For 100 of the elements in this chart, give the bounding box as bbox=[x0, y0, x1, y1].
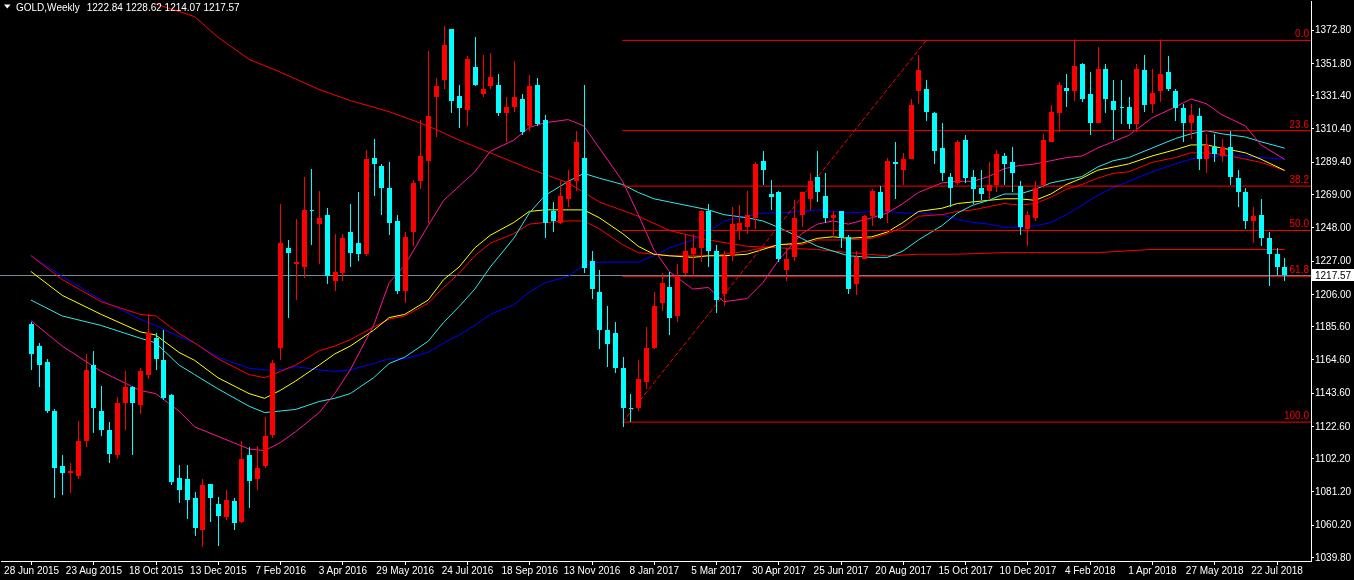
candlestick bbox=[878, 185, 883, 220]
candlestick bbox=[1080, 62, 1085, 103]
candlestick bbox=[60, 454, 65, 496]
candlestick bbox=[224, 489, 229, 521]
candlestick bbox=[457, 84, 462, 129]
x-tick-label: 10 Dec 2017 bbox=[999, 565, 1057, 577]
candlestick bbox=[706, 203, 711, 268]
x-tick-label: 18 Sep 2016 bbox=[501, 565, 559, 577]
candlestick bbox=[123, 370, 128, 431]
candlestick bbox=[294, 218, 299, 301]
candlestick bbox=[566, 169, 571, 208]
y-tick-label: 1185.60 bbox=[1315, 320, 1351, 332]
candlestick bbox=[449, 28, 454, 114]
x-tick-label: 15 Oct 2017 bbox=[938, 565, 994, 577]
candlestick bbox=[169, 393, 174, 486]
x-tick-label: 7 Feb 2016 bbox=[255, 565, 307, 577]
candlestick bbox=[340, 233, 345, 282]
candlestick bbox=[348, 203, 353, 268]
candlestick bbox=[979, 169, 984, 201]
candlestick bbox=[247, 446, 252, 509]
y-tick-label: 1289.40 bbox=[1315, 156, 1352, 168]
candlestick bbox=[1064, 73, 1069, 108]
candlestick bbox=[84, 353, 89, 448]
candlestick bbox=[356, 191, 361, 262]
x-tick-label: 20 Aug 2017 bbox=[875, 565, 932, 577]
candlestick bbox=[574, 130, 579, 192]
candlestick bbox=[714, 244, 719, 314]
candlestick bbox=[387, 161, 392, 236]
candlestick bbox=[582, 84, 587, 274]
candlestick bbox=[232, 497, 237, 531]
candlestick bbox=[496, 73, 501, 117]
annotation: 61.8 bbox=[1289, 264, 1310, 276]
candlestick bbox=[1096, 46, 1101, 124]
candlestick bbox=[924, 79, 929, 122]
candlestick bbox=[963, 134, 968, 184]
x-tick-label: 25 Jun 2017 bbox=[813, 565, 870, 577]
candlestick bbox=[1275, 247, 1280, 276]
y-tick-label: 1206.00 bbox=[1315, 288, 1352, 300]
candlestick bbox=[1282, 257, 1287, 282]
x-tick-label: 29 May 2016 bbox=[376, 565, 435, 577]
candlestick bbox=[488, 52, 493, 90]
y-tick-label: 1102.20 bbox=[1315, 452, 1351, 464]
candlestick bbox=[208, 483, 213, 523]
x-tick-label: 3 Apr 2016 bbox=[318, 565, 368, 577]
candlestick bbox=[107, 421, 112, 464]
candlestick bbox=[535, 77, 540, 127]
candlestick bbox=[1212, 133, 1217, 163]
candlestick bbox=[1166, 55, 1171, 92]
candlestick bbox=[761, 150, 766, 186]
candlestick bbox=[520, 93, 525, 136]
candlestick bbox=[317, 190, 322, 265]
candlestick bbox=[52, 408, 57, 499]
y-tick-label: 1122.60 bbox=[1315, 420, 1351, 432]
candlestick bbox=[364, 149, 369, 257]
candlestick bbox=[613, 321, 618, 374]
y-tick-label: 1372.80 bbox=[1315, 24, 1352, 36]
candlestick bbox=[823, 172, 828, 224]
candlestick bbox=[1127, 96, 1132, 130]
y-tick-label: 1060.20 bbox=[1315, 519, 1352, 531]
candlestick bbox=[130, 385, 135, 456]
candlestick bbox=[309, 168, 314, 246]
annotation: 23.6 bbox=[1289, 118, 1310, 130]
candlestick bbox=[1228, 130, 1233, 186]
candlestick bbox=[161, 329, 166, 401]
y-tick-label: 1248.00 bbox=[1315, 221, 1352, 233]
x-tick-label: 5 Mar 2017 bbox=[691, 565, 743, 577]
candlestick bbox=[893, 141, 898, 200]
candlestick bbox=[379, 163, 384, 216]
x-tick-label: 4 Feb 2018 bbox=[1064, 565, 1116, 577]
candlestick bbox=[644, 326, 649, 390]
x-tick-label: 28 Jun 2015 bbox=[4, 565, 60, 577]
candlestick bbox=[333, 233, 338, 292]
candlestick bbox=[193, 491, 198, 537]
candlestick bbox=[932, 111, 937, 165]
candlestick bbox=[418, 119, 423, 190]
candlestick bbox=[200, 478, 205, 548]
candlestick bbox=[1259, 198, 1264, 247]
annotation: 0.0 bbox=[1295, 28, 1310, 40]
candlestick bbox=[916, 54, 921, 105]
candlestick bbox=[1142, 54, 1147, 113]
line-series bbox=[30, 98, 1285, 452]
candlestick bbox=[1236, 169, 1241, 208]
candlestick bbox=[769, 179, 774, 211]
candlestick bbox=[411, 179, 416, 247]
candlestick bbox=[652, 291, 657, 350]
annotation: 100.0 bbox=[1283, 410, 1310, 422]
annotation: 50.0 bbox=[1289, 218, 1310, 230]
candlestick bbox=[434, 77, 439, 138]
x-tick-label: 27 May 2018 bbox=[1185, 565, 1245, 577]
y-tick-label: 1039.80 bbox=[1315, 551, 1352, 563]
y-tick-label: 1269.00 bbox=[1315, 188, 1352, 200]
candlestick bbox=[815, 150, 820, 203]
candlestick bbox=[800, 191, 805, 228]
x-tick-label: 22 Jul 2018 bbox=[1251, 565, 1304, 577]
candlestick bbox=[91, 350, 96, 434]
candlestick bbox=[426, 50, 431, 224]
x-tick-label: 1 Apr 2018 bbox=[1128, 565, 1178, 577]
candlestick bbox=[551, 201, 556, 233]
candlestick bbox=[628, 393, 633, 423]
chart-title: GOLD,Weekly bbox=[16, 2, 80, 13]
